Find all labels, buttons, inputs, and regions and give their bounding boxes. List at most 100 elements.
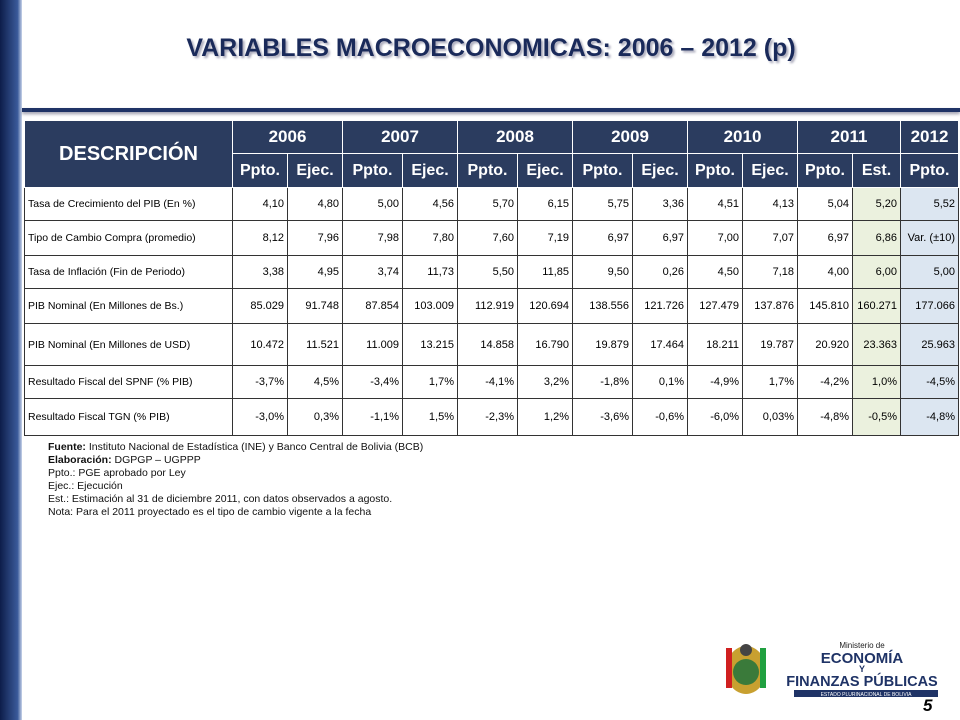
row-label: Tasa de Inflación (Fin de Periodo) [24,255,233,289]
cell: 9,50 [572,255,633,289]
note-line: Est.: Estimación al 31 de diciembre 2011… [48,493,423,506]
cell: -4,9% [687,365,743,399]
cell: 138.556 [572,288,633,324]
note-line: Nota: Para el 2011 proyectado es el tipo… [48,506,423,519]
cell: 4,10 [232,187,288,221]
cell: 3,74 [342,255,403,289]
year-header: 2007 [342,120,458,154]
cell: 5,75 [572,187,633,221]
cell: -4,8% [900,398,959,436]
subheader: Ppto. [572,153,633,188]
cell: 5,52 [900,187,959,221]
cell: 3,2% [517,365,573,399]
cell: 1,5% [402,398,458,436]
cell: 1,2% [517,398,573,436]
subheader: Ppto. [342,153,403,188]
cell: 7,60 [457,220,518,256]
cell: 4,80 [287,187,343,221]
note-text: Instituto Nacional de Estadística (INE) … [88,441,424,453]
cell: -3,4% [342,365,403,399]
subheader: Ppto. [797,153,853,188]
subheader: Ppto. [457,153,518,188]
cell: 112.919 [457,288,518,324]
cell: -3,6% [572,398,633,436]
cell: 7,96 [287,220,343,256]
cell: 0,26 [632,255,688,289]
subheader-row: Ppto. Ejec. Ppto. Ejec. Ppto. Ejec. Ppto. Ejec.… [25,153,959,188]
cell: 6,86 [852,220,901,256]
cell: 7,18 [742,255,798,289]
data-table: DESCRIPCIÓN 2006 2007 2008 2009 2010 2011 2012 P… [24,120,959,436]
logo-line: Y [859,664,865,674]
subheader: Ppto. [687,153,743,188]
note-text: Nota: Para el 2011 proyectado es el tipo… [48,506,372,518]
cell: 23.363 [852,323,901,366]
year-header: 2012 [900,120,959,154]
cell: 145.810 [797,288,853,324]
cell: 5,00 [342,187,403,221]
cell: 0,1% [632,365,688,399]
cell: 7,80 [402,220,458,256]
cell: 3,38 [232,255,288,289]
cell: -4,2% [797,365,853,399]
table-row: Resultado Fiscal TGN (% PIB) -3,0% 0,3% -1,… [24,398,959,436]
subheader: Ejec. [517,153,573,188]
logo-line: ECONOMÍA [821,650,904,667]
row-label: Tasa de Crecimiento del PIB (En %) [24,187,233,221]
note-label: Elaboración: [48,454,112,466]
cell: 16.790 [517,323,573,366]
table-row: Resultado Fiscal del SPNF (% PIB) -3,7% 4,… [24,365,959,399]
cell: 18.211 [687,323,743,366]
cell: 10.472 [232,323,288,366]
subheader: Ppto. [232,153,288,188]
cell: 103.009 [402,288,458,324]
cell: 5,04 [797,187,853,221]
year-header: 2009 [572,120,688,154]
cell: 8,12 [232,220,288,256]
cell: 1,7% [742,365,798,399]
cell: -0,5% [852,398,901,436]
cell: 7,98 [342,220,403,256]
note-line: Ppto.: PGE aprobado por Ley [48,467,423,480]
cell: 11.009 [342,323,403,366]
cell: 25.963 [900,323,959,366]
cell: 5,20 [852,187,901,221]
cell: 121.726 [632,288,688,324]
logo-line: ESTADO PLURINACIONAL DE BOLIVIA [821,692,913,698]
cell: -4,1% [457,365,518,399]
desc-header: DESCRIPCIÓN [24,120,233,188]
cell: -3,0% [232,398,288,436]
cell: 4,50 [687,255,743,289]
cell: -2,3% [457,398,518,436]
cell: 7,07 [742,220,798,256]
cell: 177.066 [900,288,959,324]
notes: Fuente: Instituto Nacional de Estadístic… [48,441,423,519]
cell: 4,56 [402,187,458,221]
cell: 4,51 [687,187,743,221]
cell: -0,6% [632,398,688,436]
cell: 7,00 [687,220,743,256]
cell: 160.271 [852,288,901,324]
table-row: Tipo de Cambio Compra (promedio) 8,12 7,96… [24,220,959,256]
cell: 137.876 [742,288,798,324]
year-header: 2011 [797,120,901,154]
cell: 20.920 [797,323,853,366]
note-text: Ejec.: Ejecución [48,480,123,492]
cell: Var. (±10) [900,220,959,256]
cell: -4,5% [900,365,959,399]
subheader: Ejec. [287,153,343,188]
cell: 4,13 [742,187,798,221]
year-header: 2006 [232,120,343,154]
logo-line: FINANZAS PÚBLICAS [786,672,938,690]
cell: -3,7% [232,365,288,399]
year-header: 2010 [687,120,798,154]
cell: 91.748 [287,288,343,324]
cell: 13.215 [402,323,458,366]
row-label: PIB Nominal (En Millones de USD) [24,323,233,366]
title-rule [22,108,960,112]
coat-of-arms [726,644,766,694]
side-strip [0,0,22,720]
cell: 11,73 [402,255,458,289]
table-row: Tasa de Crecimiento del PIB (En %) 4,10 4,… [24,187,959,221]
cell: 5,00 [900,255,959,289]
